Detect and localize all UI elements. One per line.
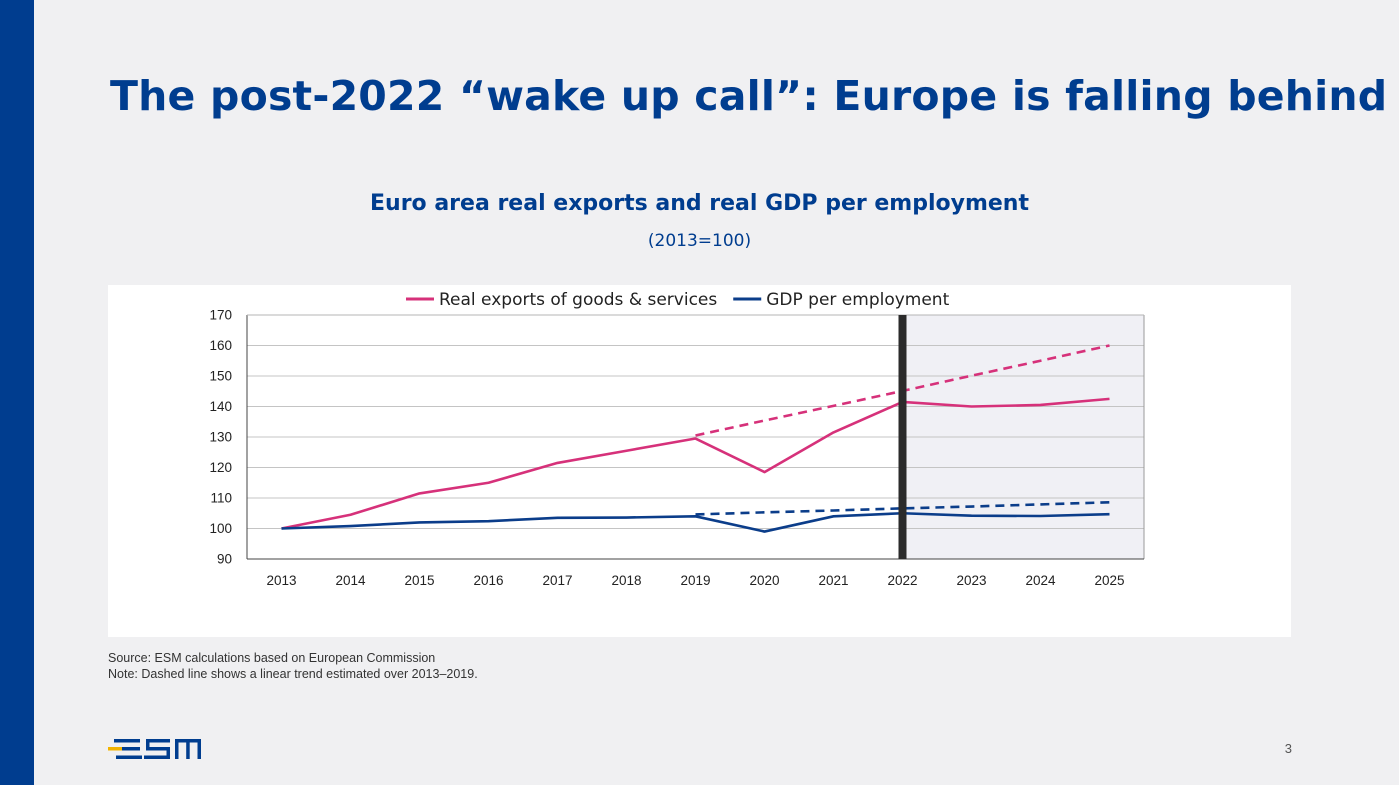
brand-side-bar [0,0,34,785]
vertical-marker-2022 [898,315,907,559]
x-tick-label: 2019 [680,573,710,588]
method-note: Note: Dashed line shows a linear trend e… [108,667,478,681]
line-chart: 90 100 110 120 130 140 150 160 170 2013 2014 2015 20… [209,290,1145,588]
y-tick-label: 100 [209,521,232,536]
x-tick-label: 2013 [266,573,296,588]
chart-title: Euro area real exports and real GDP per … [370,191,1029,216]
y-tick-label: 150 [209,369,232,384]
page-number: 3 [1284,741,1292,756]
chart-panel: 90 100 110 120 130 140 150 160 170 2013 2014 2015 20… [108,285,1291,637]
x-tick-label: 2014 [335,573,366,588]
x-tick-label: 2016 [473,573,503,588]
x-tick-label: 2020 [749,573,779,588]
y-tick-label: 170 [209,308,232,323]
slide-title: The post-2022 “wake up call”: Europe is … [110,72,1388,120]
legend-label: Real exports of goods & services [439,290,717,310]
esm-logo: esm [108,739,201,759]
legend-label: GDP per employment [766,290,949,310]
y-tick-label: 130 [209,430,232,445]
y-tick-label: 120 [209,460,232,475]
y-tick-label: 160 [209,338,232,353]
x-tick-label: 2018 [611,573,641,588]
trend-line [695,500,1110,516]
y-tick-label: 140 [209,399,232,414]
series-line [281,397,1110,530]
series-line [281,511,1110,533]
x-tick-label: 2025 [1094,573,1124,588]
y-tick-label: 110 [210,491,232,506]
x-tick-label: 2023 [956,573,986,588]
x-tick-label: 2021 [818,573,848,588]
chart-subtitle: (2013=100) [647,231,752,251]
x-tick-label: 2017 [542,573,572,588]
source-note: Source: ESM calculations based on Europe… [108,651,436,665]
x-tick-label: 2024 [1025,573,1056,588]
x-tick-label: 2015 [404,573,434,588]
x-tick-label: 2022 [887,573,917,588]
y-tick-label: 90 [217,552,232,567]
